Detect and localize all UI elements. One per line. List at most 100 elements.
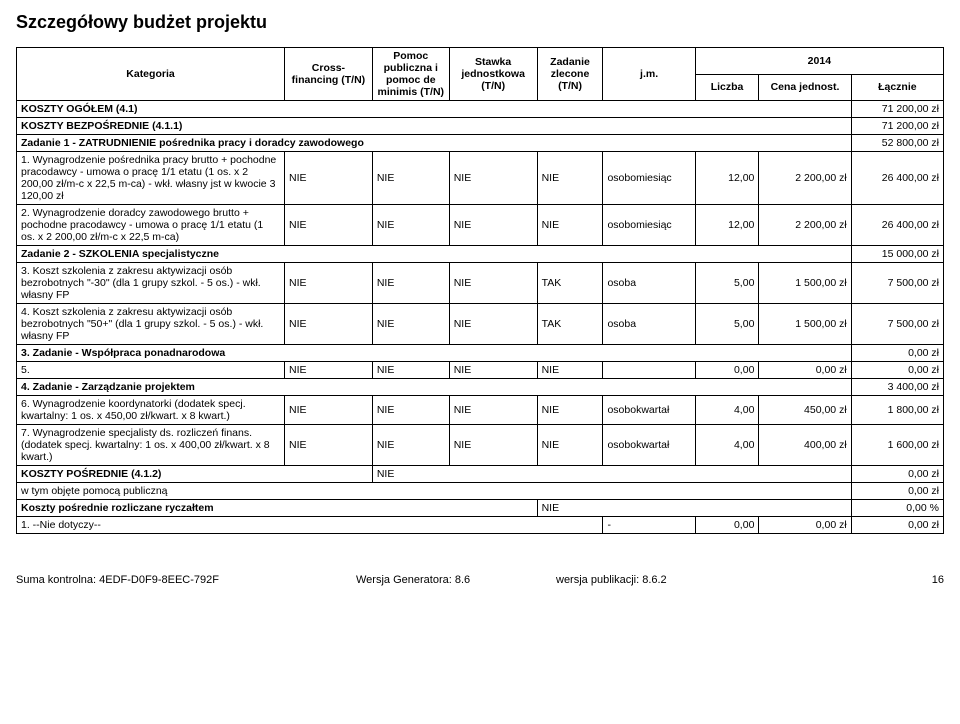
table-row: Zadanie 2 - SZKOLENIA specjalistyczne 15… [17,246,944,263]
cell: 26 400,00 zł [851,152,943,205]
cell [603,362,695,379]
cell: NIE [284,362,372,379]
col-cena: Cena jednost. [759,74,851,101]
cell: - [603,517,695,534]
row-label: 4. Koszt szkolenia z zakresu aktywizacji… [17,304,285,345]
row-label: 1. Wynagrodzenie pośrednika pracy brutto… [17,152,285,205]
table-row: 2. Wynagrodzenie doradcy zawodowego brut… [17,205,944,246]
cell: 0,00 zł [759,362,851,379]
cell: 2 200,00 zł [759,152,851,205]
table-row: Zadanie 1 - ZATRUDNIENIE pośrednika prac… [17,135,944,152]
table-row: 7. Wynagrodzenie specjalisty ds. rozlicz… [17,425,944,466]
row-label: Koszty pośrednie rozliczane ryczałtem [17,500,538,517]
cell: osoba [603,263,695,304]
cell: NIE [449,152,537,205]
row-total: 71 200,00 zł [851,101,943,118]
cell: 400,00 zł [759,425,851,466]
cell: osobokwartał [603,396,695,425]
cell: NIE [372,205,449,246]
cell: NIE [537,205,603,246]
row-total: 15 000,00 zł [851,246,943,263]
cell: osobokwartał [603,425,695,466]
table-row: 3. Koszt szkolenia z zakresu aktywizacji… [17,263,944,304]
row-label: 7. Wynagrodzenie specjalisty ds. rozlicz… [17,425,285,466]
cell: NIE [449,362,537,379]
cell: 0,00 [695,362,759,379]
table-row: w tym objęte pomocą publiczną 0,00 zł [17,483,944,500]
cell: NIE [449,304,537,345]
cell: NIE [537,362,603,379]
cell: NIE [449,396,537,425]
row-label: 3. Zadanie - Współpraca ponadnarodowa [17,345,852,362]
row-label: 3. Koszt szkolenia z zakresu aktywizacji… [17,263,285,304]
cell: 4,00 [695,396,759,425]
cell: NIE [372,466,851,483]
cell: 0,00 zł [851,362,943,379]
table-row: 5. NIE NIE NIE NIE 0,00 0,00 zł 0,00 zł [17,362,944,379]
col-zadanie: Zadanie zlecone (T/N) [537,48,603,101]
cell: NIE [284,205,372,246]
cell: NIE [372,362,449,379]
row-label: 4. Zadanie - Zarządzanie projektem [17,379,852,396]
cell: 4,00 [695,425,759,466]
col-lacznie: Łącznie [851,74,943,101]
cell: NIE [284,396,372,425]
cell: 1 500,00 zł [759,263,851,304]
cell: 7 500,00 zł [851,304,943,345]
footer-checksum: Suma kontrolna: 4EDF-D0F9-8EEC-792F [16,574,219,586]
col-liczba: Liczba [695,74,759,101]
col-crossfin: Cross-financing (T/N) [284,48,372,101]
row-label: Zadanie 1 - ZATRUDNIENIE pośrednika prac… [17,135,852,152]
cell: TAK [537,263,603,304]
cell: TAK [537,304,603,345]
row-label: KOSZTY BEZPOŚREDNIE (4.1.1) [17,118,852,135]
footer-page-number: 16 [932,574,944,586]
table-row: Koszty pośrednie rozliczane ryczałtem NI… [17,500,944,517]
cell: 1 500,00 zł [759,304,851,345]
row-label: Zadanie 2 - SZKOLENIA specjalistyczne [17,246,852,263]
cell: NIE [372,304,449,345]
row-total: 0,00 % [851,500,943,517]
cell: NIE [284,304,372,345]
row-label: 2. Wynagrodzenie doradcy zawodowego brut… [17,205,285,246]
col-year: 2014 [695,48,943,75]
page-title: Szczegółowy budżet projektu [16,12,944,33]
row-label: KOSZTY OGÓŁEM (4.1) [17,101,852,118]
cell: 7 500,00 zł [851,263,943,304]
cell: osoba [603,304,695,345]
row-label: 1. --Nie dotyczy-- [17,517,603,534]
cell: NIE [284,152,372,205]
cell: 1 600,00 zł [851,425,943,466]
cell: 0,00 zł [759,517,851,534]
table-row: 4. Zadanie - Zarządzanie projektem 3 400… [17,379,944,396]
col-stawka: Stawka jednostkowa (T/N) [449,48,537,101]
table-row: 1. Wynagrodzenie pośrednika pracy brutto… [17,152,944,205]
footer-publication-version: wersja publikacji: 8.6.2 [556,574,667,586]
col-jm: j.m. [603,48,695,101]
row-total: 52 800,00 zł [851,135,943,152]
row-total: 71 200,00 zł [851,118,943,135]
table-row: 6. Wynagrodzenie koordynatorki (dodatek … [17,396,944,425]
cell: 12,00 [695,152,759,205]
cell: NIE [372,425,449,466]
row-total: 0,00 zł [851,466,943,483]
cell: 1 800,00 zł [851,396,943,425]
cell: 450,00 zł [759,396,851,425]
cell: NIE [372,152,449,205]
cell: NIE [372,396,449,425]
cell: NIE [537,152,603,205]
row-label: 6. Wynagrodzenie koordynatorki (dodatek … [17,396,285,425]
table-row: 3. Zadanie - Współpraca ponadnarodowa 0,… [17,345,944,362]
row-total: 0,00 zł [851,345,943,362]
table-row: KOSZTY BEZPOŚREDNIE (4.1.1) 71 200,00 zł [17,118,944,135]
row-label: w tym objęte pomocą publiczną [17,483,852,500]
cell: 26 400,00 zł [851,205,943,246]
row-total: 0,00 zł [851,483,943,500]
cell: 0,00 zł [851,517,943,534]
budget-table: Kategoria Cross-financing (T/N) Pomoc pu… [16,47,944,534]
cell: NIE [284,425,372,466]
row-total: 3 400,00 zł [851,379,943,396]
cell: NIE [449,425,537,466]
col-pomoc: Pomoc publiczna i pomoc de minimis (T/N) [372,48,449,101]
col-kategoria: Kategoria [17,48,285,101]
